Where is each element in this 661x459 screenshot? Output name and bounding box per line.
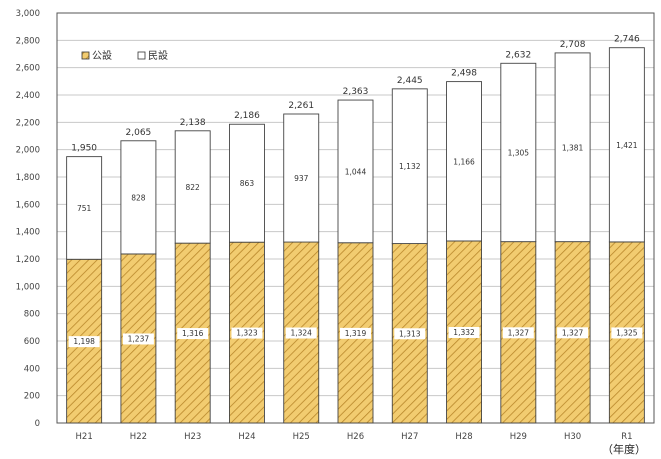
bar-minsetsu <box>337 99 374 244</box>
legend-swatch-kousetsu <box>81 51 90 60</box>
total-label: 2,065 <box>126 128 152 138</box>
total-label: 2,498 <box>451 69 477 79</box>
y-axis: 0 200 400 600 800 1,000 1,200 1,400 1,600 1,800 2,… <box>16 9 40 429</box>
legend: 公設 民設 <box>81 49 168 62</box>
bar-minsetsu <box>120 140 157 255</box>
total-label: 2,746 <box>614 35 640 45</box>
total-label: 2,363 <box>343 87 369 97</box>
value-label-minsetsu: 751 <box>77 204 92 213</box>
legend-swatch-minsetsu <box>137 51 146 60</box>
value-label-bg <box>448 326 480 338</box>
y-tick-label: 600 <box>24 337 40 347</box>
value-label-minsetsu: 822 <box>186 183 201 192</box>
bar-minsetsu <box>174 130 211 244</box>
y-tick-label: 1,400 <box>16 228 40 238</box>
x-tick-label: R1 <box>621 432 632 442</box>
value-label-bg <box>68 336 100 348</box>
value-label-kousetsu: 1,327 <box>508 328 530 337</box>
bar-minsetsu <box>554 52 591 243</box>
value-label-minsetsu: 1,166 <box>453 157 475 166</box>
y-tick-label: 200 <box>24 392 40 402</box>
value-label-kousetsu: 1,332 <box>453 328 475 337</box>
total-label: 2,186 <box>234 111 260 121</box>
x-tick-label: H21 <box>76 432 93 442</box>
value-label-bg <box>340 327 371 339</box>
y-tick-label: 2,000 <box>16 146 40 156</box>
x-axis-unit-label: （年度） <box>602 442 646 456</box>
y-tick-label: 1,000 <box>16 282 40 292</box>
value-label-bg <box>231 327 263 339</box>
value-label-minsetsu: 1,381 <box>562 143 584 152</box>
bar-minsetsu <box>66 156 103 260</box>
y-tick-label: 2,600 <box>16 64 40 74</box>
value-label-minsetsu: 1,044 <box>345 167 367 176</box>
bar-minsetsu <box>446 81 482 242</box>
value-label-kousetsu: 1,316 <box>182 329 204 338</box>
x-tick-label: H30 <box>564 432 581 442</box>
value-label-kousetsu: 1,325 <box>616 328 638 337</box>
value-label-bg <box>122 333 154 345</box>
value-label-bg <box>394 328 426 340</box>
x-tick-label: H29 <box>510 432 527 442</box>
legend-label-minsetsu: 民設 <box>148 49 168 62</box>
value-label-bg <box>502 327 534 339</box>
x-tick-label: H25 <box>293 432 310 442</box>
value-label-bg <box>177 328 209 340</box>
total-label: 1,950 <box>71 144 97 154</box>
value-label-minsetsu: 1,421 <box>616 141 638 150</box>
x-tick-label: H28 <box>455 432 472 442</box>
value-label-kousetsu: 1,324 <box>290 329 312 338</box>
x-tick-label: H22 <box>130 432 147 442</box>
y-tick-label: 2,400 <box>16 91 40 101</box>
x-tick-label: H23 <box>184 432 201 442</box>
legend-label-kousetsu: 公設 <box>92 49 112 62</box>
value-label-bg <box>285 327 317 339</box>
value-label-bg <box>557 327 589 339</box>
y-tick-label: 1,200 <box>16 255 40 265</box>
x-tick-label: H26 <box>347 432 364 442</box>
y-tick-label: 1,600 <box>16 200 40 210</box>
y-tick-label: 2,800 <box>16 36 40 46</box>
y-tick-label: 3,000 <box>16 9 40 19</box>
y-tick-label: 1,800 <box>16 173 40 183</box>
total-label: 2,261 <box>288 101 314 111</box>
y-tick-label: 400 <box>24 364 40 374</box>
value-label-bg <box>611 327 643 339</box>
bar-minsetsu <box>500 62 537 243</box>
value-label-kousetsu: 1,323 <box>236 329 258 338</box>
value-label-kousetsu: 1,198 <box>73 337 95 346</box>
x-axis: H21 H22 H23 H24 H25 H26 H27 H28 H29 H30 R1 <box>76 432 633 442</box>
bars: 1,198 751 1,950 1,237 828 2,065 1,316 822 2,138 1… <box>66 35 645 424</box>
bar-minsetsu <box>283 113 320 243</box>
value-label-kousetsu: 1,327 <box>562 328 584 337</box>
total-label: 2,138 <box>180 118 206 128</box>
value-label-kousetsu: 1,319 <box>345 329 367 338</box>
total-label: 2,708 <box>560 40 586 50</box>
value-label-kousetsu: 1,237 <box>128 334 150 343</box>
x-tick-label: H27 <box>401 432 418 442</box>
total-label: 2,445 <box>397 76 423 86</box>
value-label-minsetsu: 937 <box>294 174 309 183</box>
value-label-minsetsu: 828 <box>131 193 146 202</box>
y-tick-label: 0 <box>35 419 40 429</box>
bar-minsetsu <box>608 47 645 243</box>
y-tick-label: 2,200 <box>16 118 40 128</box>
bar-minsetsu <box>391 88 428 245</box>
bar-minsetsu <box>229 123 265 243</box>
y-tick-label: 800 <box>24 310 40 320</box>
x-tick-label: H24 <box>238 432 255 442</box>
value-label-kousetsu: 1,313 <box>399 329 421 338</box>
value-label-minsetsu: 1,305 <box>508 148 530 157</box>
total-label: 2,632 <box>505 50 531 60</box>
value-label-minsetsu: 1,132 <box>399 162 421 171</box>
value-label-minsetsu: 863 <box>240 179 255 188</box>
